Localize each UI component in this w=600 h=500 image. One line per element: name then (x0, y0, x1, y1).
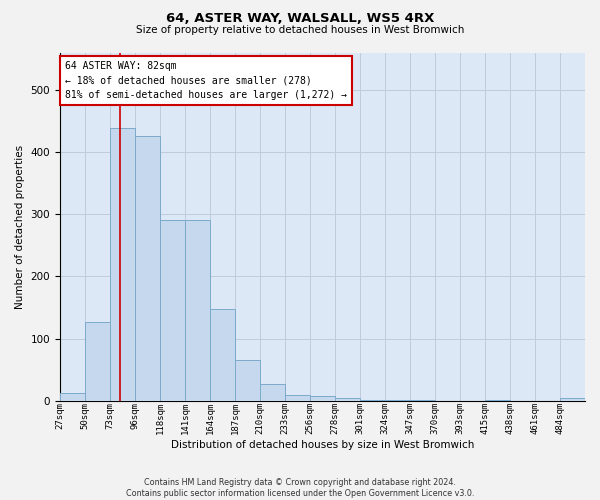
Bar (360, 400, 385, 401)
Bar (135, 136, 160, 401)
Bar (385, 400, 410, 401)
Bar (410, 400, 435, 401)
Bar (210, 309, 235, 401)
Bar (285, 394, 310, 401)
Text: 64 ASTER WAY: 82sqm
← 18% of detached houses are smaller (278)
81% of semi-detac: 64 ASTER WAY: 82sqm ← 18% of detached ho… (65, 60, 347, 100)
Bar (335, 398, 360, 401)
Bar (185, 220, 210, 401)
X-axis label: Distribution of detached houses by size in West Bromwich: Distribution of detached houses by size … (171, 440, 474, 450)
Y-axis label: Number of detached properties: Number of detached properties (15, 144, 25, 308)
Text: Size of property relative to detached houses in West Bromwich: Size of property relative to detached ho… (136, 25, 464, 35)
Bar (160, 220, 185, 401)
Bar (310, 396, 335, 401)
Bar (110, 128, 135, 401)
Text: Contains HM Land Registry data © Crown copyright and database right 2024.
Contai: Contains HM Land Registry data © Crown c… (126, 478, 474, 498)
Bar (235, 360, 260, 401)
Bar (485, 400, 510, 401)
Bar (85, 322, 110, 401)
Text: 64, ASTER WAY, WALSALL, WS5 4RX: 64, ASTER WAY, WALSALL, WS5 4RX (166, 12, 434, 26)
Bar (260, 384, 285, 401)
Bar (60, 394, 85, 401)
Bar (560, 398, 585, 401)
